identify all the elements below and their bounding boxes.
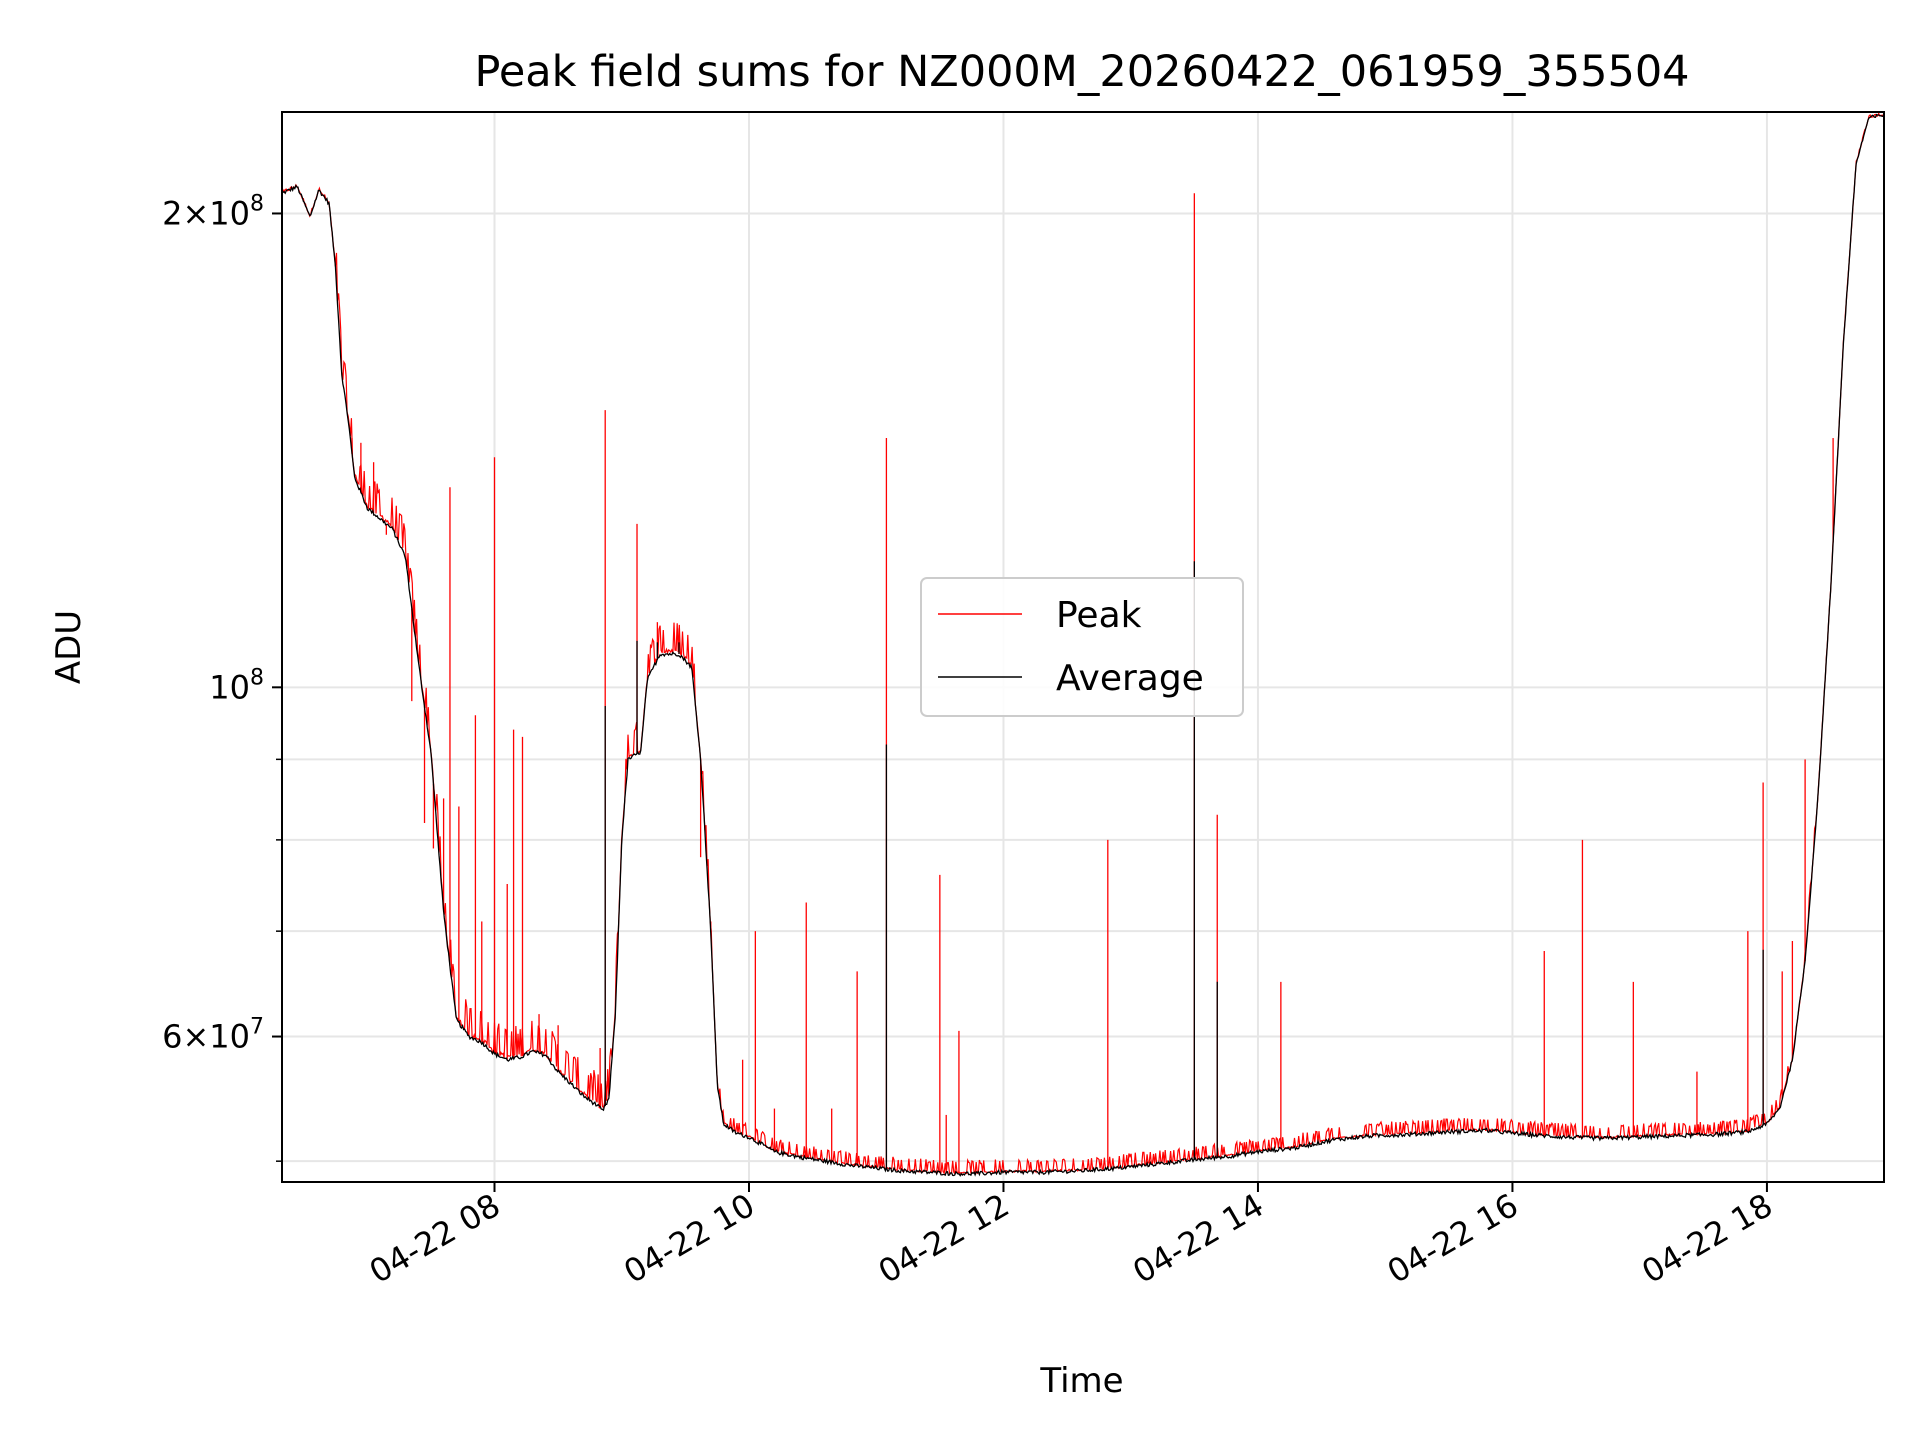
- legend: Peak Average: [920, 577, 1244, 717]
- legend-label-average: Average: [1056, 658, 1204, 699]
- y-tick-label: 6×107: [162, 1015, 264, 1056]
- y-tick-label: 108: [209, 665, 264, 706]
- y-axis: 6×107 108 2×108: [162, 191, 282, 1162]
- series-layer: [281, 111, 1885, 1177]
- plot-frame: [281, 111, 1885, 1183]
- legend-label-peak: Peak: [1056, 595, 1142, 636]
- x-axis-label: Time: [1039, 1361, 1123, 1401]
- average-series-line: [281, 113, 1885, 1177]
- chart-title: Peak field sums for NZ000M_20260422_0619…: [474, 47, 1689, 97]
- y-axis-label: ADU: [49, 610, 89, 684]
- y-tick-label: 2×108: [162, 191, 264, 232]
- legend-box: [920, 577, 1244, 717]
